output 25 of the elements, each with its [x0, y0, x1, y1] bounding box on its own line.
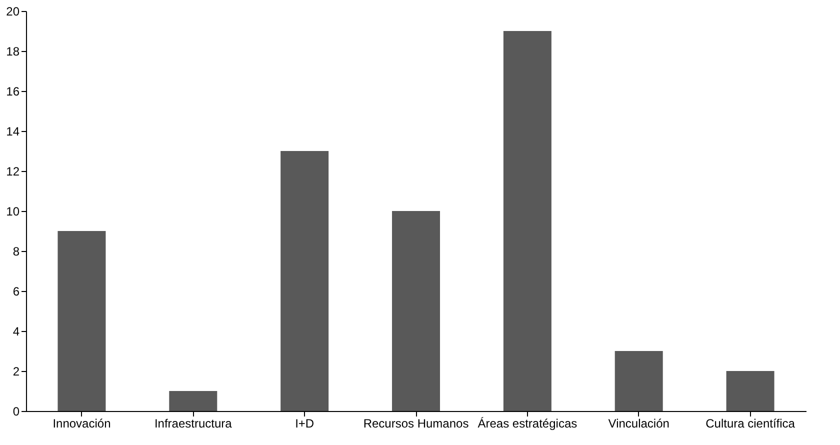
y-tick-label: 20 [6, 4, 20, 18]
y-tick-label: 0 [12, 404, 20, 418]
x-tick-label: Recursos Humanos [363, 416, 469, 430]
x-tick-label: Vinculación [608, 416, 670, 430]
y-tick-label: 10 [6, 204, 20, 218]
x-tick-label: Infraestructura [154, 416, 232, 430]
x-tick-label: Cultura científica [706, 416, 796, 430]
y-tick-label: 14 [6, 124, 20, 138]
y-tick-label: 12 [6, 164, 20, 178]
x-tick-label: Áreas estratégicas [478, 416, 578, 430]
x-tick-label: I+D [295, 416, 314, 430]
bar [726, 371, 774, 411]
bar [169, 391, 218, 411]
y-tick-label: 4 [12, 324, 20, 338]
bar [280, 151, 329, 411]
x-tick-label: Innovación [52, 416, 111, 430]
bar [392, 211, 440, 411]
y-tick-label: 2 [12, 364, 20, 378]
y-tick-label: 6 [12, 284, 20, 298]
bar [614, 351, 663, 411]
y-tick-label: 18 [6, 44, 20, 58]
bar [503, 31, 552, 411]
y-tick-label: 16 [6, 84, 20, 98]
bar [58, 231, 106, 411]
y-tick-label: 8 [12, 244, 20, 258]
